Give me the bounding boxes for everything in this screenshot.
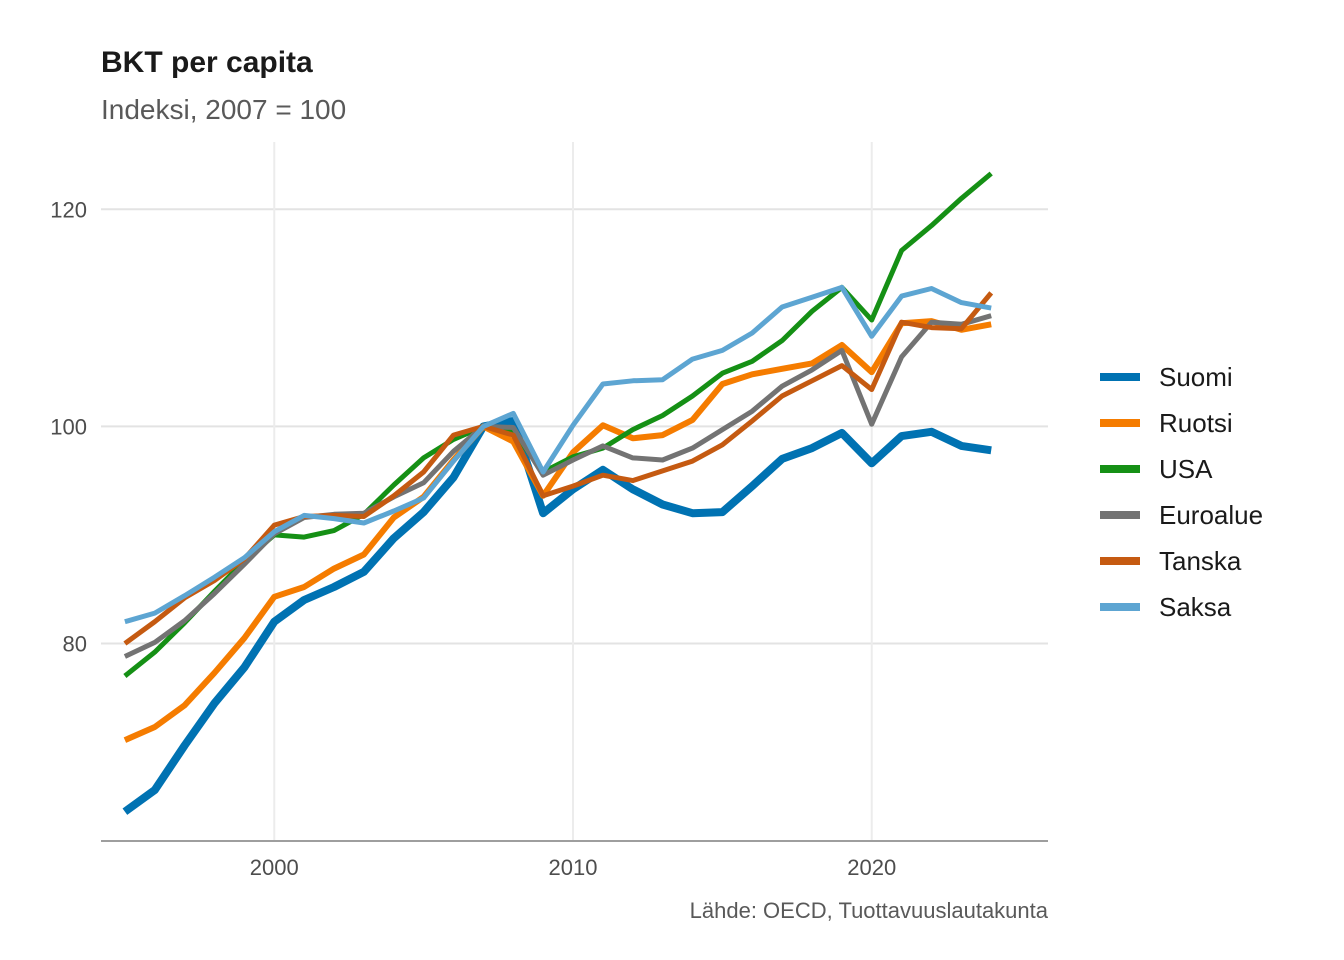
series-line-tanska: [123, 291, 994, 646]
legend-label-suomi: Suomi: [1159, 362, 1233, 392]
legend-label-saksa: Saksa: [1159, 592, 1232, 622]
legend-label-euroalue: Euroalue: [1159, 500, 1263, 530]
y-tick-label: 100: [50, 414, 87, 439]
x-tick-label: 2020: [847, 855, 896, 880]
x-tick-label: 2000: [250, 855, 299, 880]
series-line-euroalue: [123, 313, 992, 659]
legend: Suomi Ruotsi USA Euroalue Tanska Saksa: [1100, 362, 1263, 622]
chart-title: BKT per capita: [101, 46, 313, 79]
series-line-saksa: [124, 284, 992, 625]
source-caption: Lähde: OECD, Tuottavuuslautakunta: [690, 898, 1049, 923]
y-tick-label: 120: [50, 197, 87, 222]
axis-ticks: 80 100 120 2000 2010 2020: [50, 197, 896, 880]
legend-label-tanska: Tanska: [1159, 546, 1242, 576]
series-line-ruotsi: [123, 318, 992, 743]
chart-subtitle: Indeksi, 2007 = 100: [101, 94, 346, 125]
series-line-suomi: [122, 416, 992, 815]
y-tick-label: 80: [63, 631, 87, 656]
series-lines: [122, 171, 994, 815]
x-tick-label: 2010: [549, 855, 598, 880]
series-line-usa: [123, 171, 993, 678]
legend-label-ruotsi: Ruotsi: [1159, 408, 1233, 438]
legend-label-usa: USA: [1159, 454, 1213, 484]
